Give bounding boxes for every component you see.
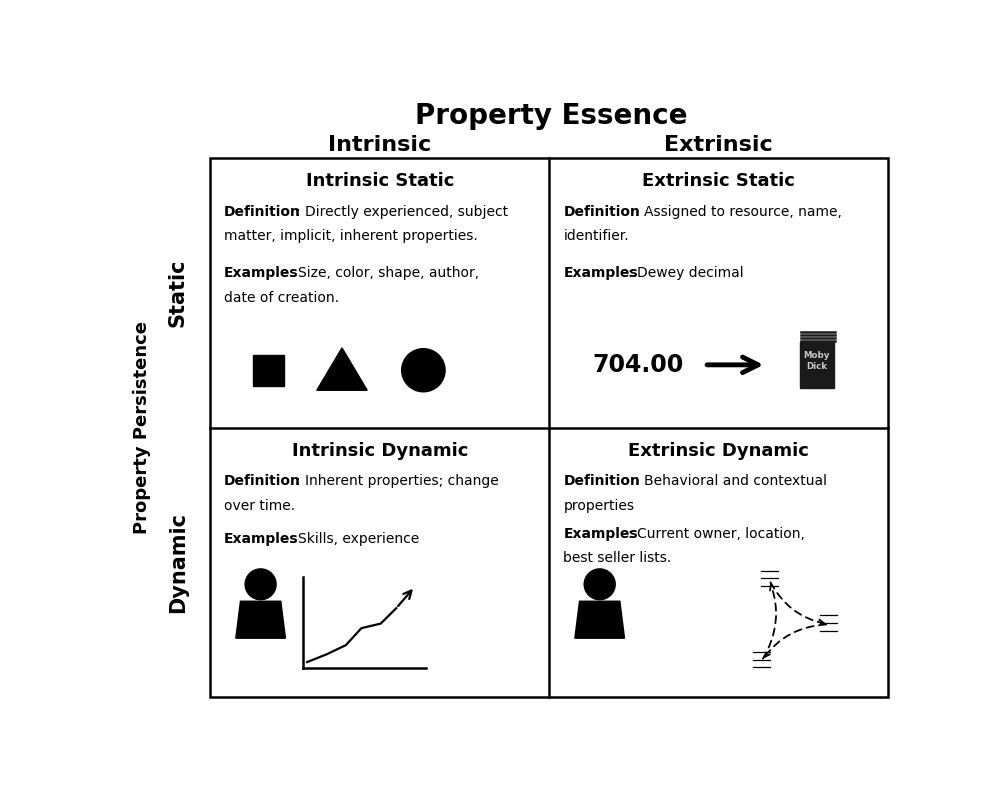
Text: Definition: Definition [224,474,301,488]
Text: Intrinsic Static: Intrinsic Static [306,172,454,191]
Text: Property Essence: Property Essence [415,103,688,130]
Polygon shape [575,602,624,638]
Bar [800,342,834,388]
Text: : Size, color, shape, author,: : Size, color, shape, author, [289,266,479,280]
Text: Definition: Definition [224,205,301,219]
Text: : Dewey decimal: : Dewey decimal [628,266,744,280]
Text: : Inherent properties; change: : Inherent properties; change [296,474,498,488]
Circle shape [245,569,276,600]
Text: Intrinsic: Intrinsic [328,135,431,155]
Text: : Current owner, location,: : Current owner, location, [628,526,805,541]
Polygon shape [317,348,367,390]
Text: : Skills, experience: : Skills, experience [289,532,420,546]
Text: matter, implicit, inherent properties.: matter, implicit, inherent properties. [224,229,478,244]
Text: : Directly experienced, subject: : Directly experienced, subject [296,205,508,219]
Text: Definition: Definition [563,474,640,488]
Text: Static: Static [168,259,188,328]
Text: identifier.: identifier. [563,229,629,244]
Bar [253,355,284,385]
Text: 704.00: 704.00 [592,353,683,376]
Text: over time.: over time. [224,499,295,513]
Bar [750,646,773,676]
Bar [210,159,888,698]
Text: Examples: Examples [563,266,638,280]
Text: best seller lists.: best seller lists. [563,551,672,566]
Text: Examples: Examples [563,526,638,541]
Text: Extrinsic: Extrinsic [664,135,773,155]
Text: Property Persistence: Property Persistence [133,321,151,534]
Text: : Assigned to resource, name,: : Assigned to resource, name, [635,205,841,219]
FancyArrowPatch shape [707,357,758,372]
Text: Definition: Definition [563,205,640,219]
Text: Extrinsic Dynamic: Extrinsic Dynamic [628,442,809,460]
Text: Moby
Dick: Moby Dick [804,352,830,371]
Polygon shape [236,602,285,638]
Text: date of creation.: date of creation. [224,291,339,305]
FancyArrowPatch shape [398,590,411,606]
Text: Dynamic: Dynamic [168,513,188,614]
Bar [817,610,841,639]
Text: Examples: Examples [224,266,299,280]
Text: Extrinsic Static: Extrinsic Static [642,172,795,191]
Text: Examples: Examples [224,532,299,546]
Bar [758,566,781,594]
Text: Intrinsic Dynamic: Intrinsic Dynamic [292,442,468,460]
Circle shape [402,348,445,392]
Text: : Behavioral and contextual: : Behavioral and contextual [635,474,827,488]
Text: properties: properties [563,499,634,513]
Circle shape [584,569,615,600]
